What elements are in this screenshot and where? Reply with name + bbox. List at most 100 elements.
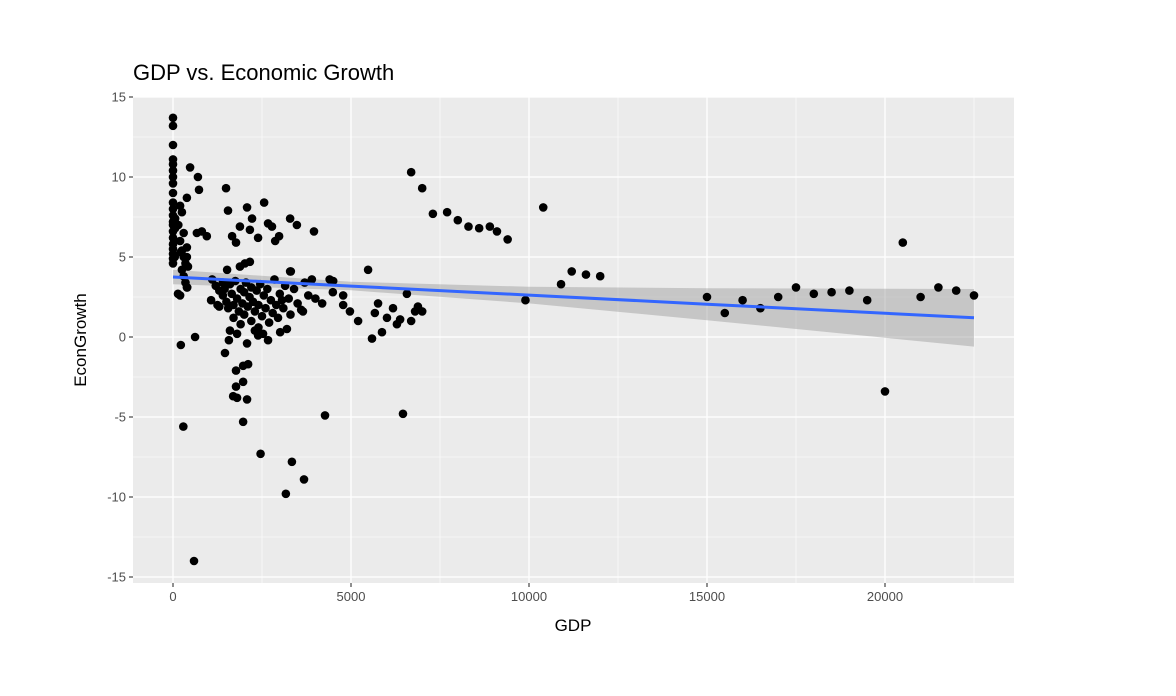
data-point — [345, 307, 355, 316]
data-point — [320, 411, 330, 420]
data-point — [581, 270, 591, 279]
data-point — [285, 214, 295, 223]
data-point — [353, 316, 363, 326]
data-point — [256, 449, 265, 459]
data-point — [223, 206, 233, 215]
data-point — [238, 377, 248, 387]
data-point — [258, 329, 268, 339]
data-point — [417, 183, 427, 193]
data-point — [388, 303, 398, 313]
points — [168, 113, 979, 566]
data-point — [225, 326, 235, 335]
data-point — [317, 299, 327, 308]
data-point — [464, 222, 473, 231]
data-point — [969, 291, 979, 300]
regression-line-group — [172, 275, 975, 320]
data-point — [521, 295, 530, 305]
data-point — [880, 387, 890, 396]
data-point — [168, 159, 178, 169]
data-point — [286, 310, 295, 319]
x-tick-label: 5000 — [337, 589, 366, 604]
data-point — [168, 166, 178, 175]
data-point — [263, 335, 273, 345]
regression-line — [172, 275, 975, 320]
data-point — [275, 327, 285, 337]
data-point — [282, 324, 292, 334]
data-point — [242, 395, 252, 404]
y-tick-label: 15 — [112, 90, 126, 105]
data-point — [177, 207, 187, 217]
data-point — [193, 172, 203, 182]
data-point — [428, 209, 438, 219]
data-point — [247, 316, 256, 326]
data-point — [224, 335, 234, 345]
data-point — [185, 163, 195, 172]
data-point — [202, 231, 212, 241]
data-point — [328, 287, 338, 297]
data-point — [183, 262, 193, 271]
data-point — [168, 113, 178, 123]
data-point — [303, 291, 313, 300]
data-point — [243, 359, 253, 369]
data-point — [299, 475, 309, 484]
data-point — [254, 300, 263, 310]
data-point — [285, 267, 295, 276]
data-point — [274, 231, 284, 241]
data-point — [252, 286, 261, 295]
data-point — [474, 223, 484, 233]
data-point — [279, 303, 288, 313]
data-point — [261, 303, 270, 313]
data-point — [373, 299, 383, 308]
data-point — [182, 283, 192, 292]
data-point — [338, 300, 348, 310]
data-point — [176, 340, 186, 350]
data-point — [284, 294, 294, 303]
data-point — [827, 287, 836, 297]
data-point — [242, 203, 252, 212]
data-point — [595, 271, 605, 281]
data-point — [492, 227, 502, 236]
data-point — [250, 307, 260, 316]
confidence-band — [173, 269, 974, 347]
data-point — [738, 295, 747, 305]
data-point — [567, 267, 577, 276]
data-point — [231, 238, 241, 247]
data-point — [338, 291, 348, 300]
x-tick-label: 20000 — [867, 589, 903, 604]
data-point — [720, 308, 730, 318]
data-point — [951, 286, 961, 295]
data-point — [773, 292, 783, 302]
data-point — [229, 313, 238, 323]
data-point — [259, 198, 269, 207]
data-point — [862, 295, 872, 305]
data-point — [245, 257, 255, 267]
data-point — [263, 284, 272, 294]
data-point — [377, 327, 387, 337]
data-point — [298, 307, 308, 316]
x-tick-label: 15000 — [689, 589, 725, 604]
data-point — [702, 292, 712, 302]
x-tick-label: 10000 — [511, 589, 547, 604]
data-point — [231, 366, 241, 375]
y-axis-title: EconGrowth — [71, 293, 90, 387]
data-point — [206, 295, 216, 305]
data-point — [194, 185, 204, 195]
data-point — [222, 265, 232, 275]
axis-ticks: 0 5000 10000 15000 20000 -15 -10 -5 0 5 10 15 — [107, 90, 903, 605]
data-point — [174, 220, 183, 230]
data-point — [168, 121, 178, 131]
y-tick-label: -15 — [107, 570, 126, 585]
data-point — [179, 228, 188, 238]
data-point — [556, 279, 566, 289]
data-point — [273, 313, 283, 323]
data-point — [503, 235, 512, 244]
data-point — [221, 183, 231, 193]
data-point — [229, 300, 238, 310]
data-point — [168, 188, 178, 198]
data-point — [934, 283, 943, 292]
data-point — [182, 193, 192, 203]
data-point — [898, 238, 908, 247]
data-point — [245, 225, 255, 235]
data-point — [257, 311, 267, 321]
